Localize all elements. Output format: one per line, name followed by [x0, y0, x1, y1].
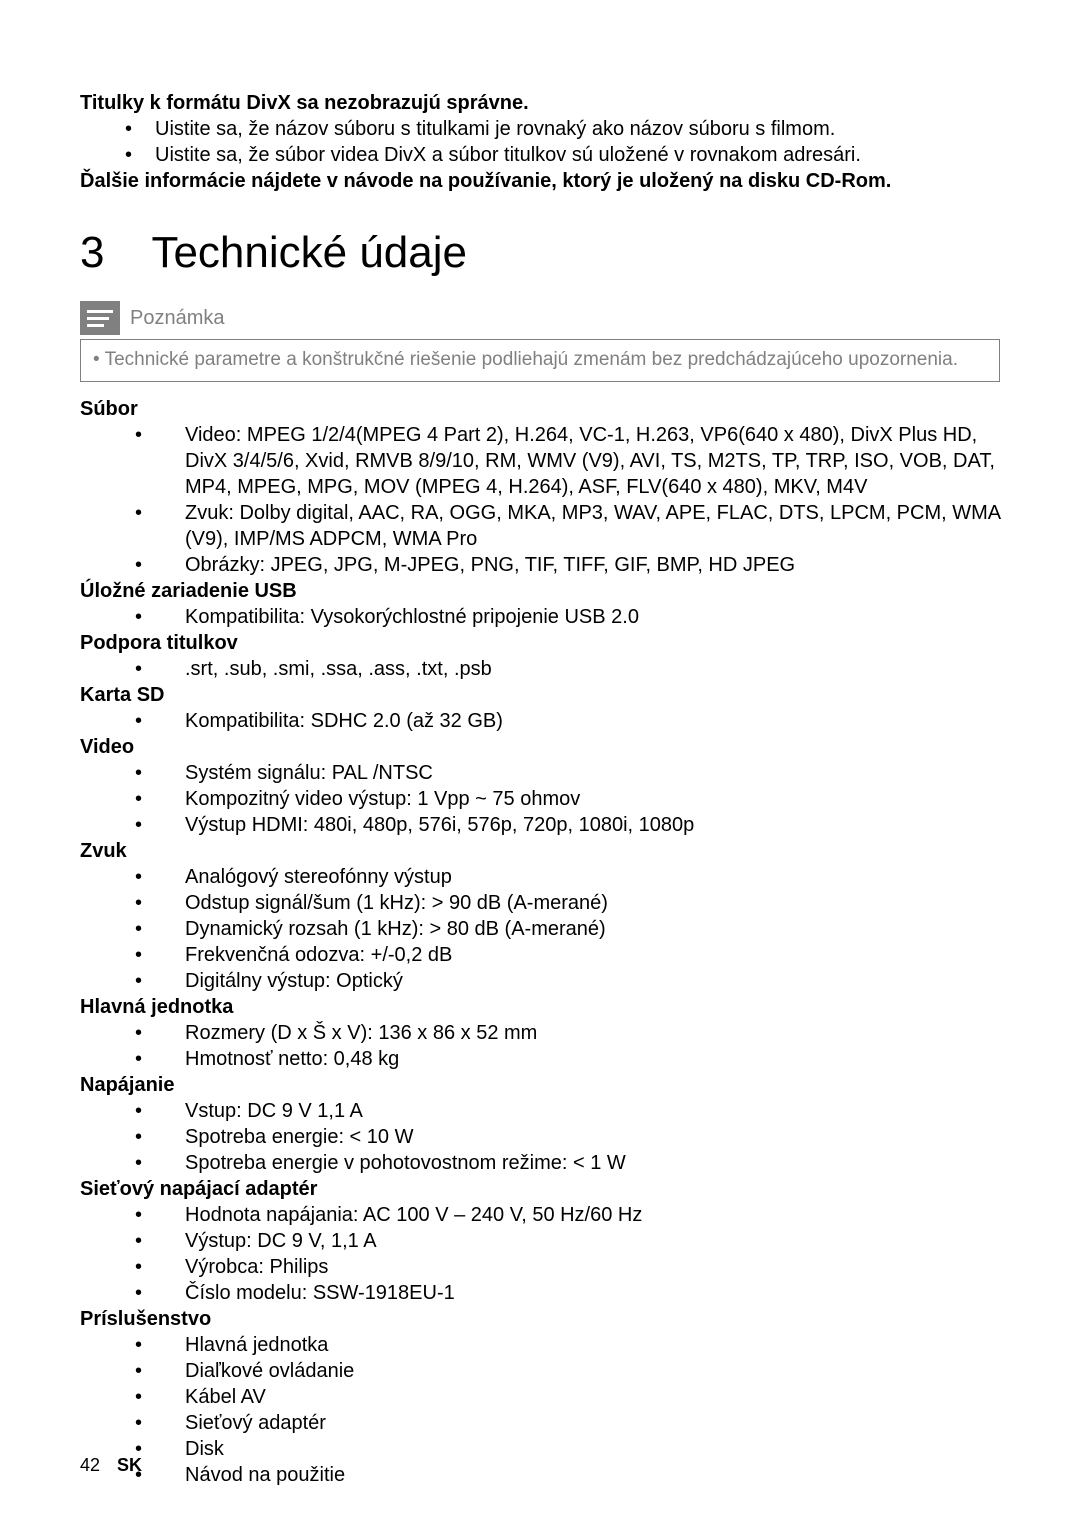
spec-item: Kompozitný video výstup: 1 Vpp ~ 75 ohmo…: [125, 786, 1000, 812]
spec-list: Vstup: DC 9 V 1,1 ASpotreba energie: < 1…: [80, 1098, 1000, 1176]
spec-heading: Príslušenstvo: [80, 1306, 1000, 1332]
intro-bullet: Uistite sa, že súbor videa DivX a súbor …: [115, 142, 1000, 168]
spec-item: Výstup HDMI: 480i, 480p, 576i, 576p, 720…: [125, 812, 1000, 838]
spec-heading: Sieťový napájací adaptér: [80, 1176, 1000, 1202]
spec-heading: Zvuk: [80, 838, 1000, 864]
note-label: Poznámka: [130, 305, 225, 331]
spec-item: Odstup signál/šum (1 kHz): > 90 dB (A-me…: [125, 890, 1000, 916]
spec-item: Kompatibilita: SDHC 2.0 (až 32 GB): [125, 708, 1000, 734]
specs-container: SúborVideo: MPEG 1/2/4(MPEG 4 Part 2), H…: [80, 396, 1000, 1488]
spec-item: Hmotnosť netto: 0,48 kg: [125, 1046, 1000, 1072]
spec-item: Návod na použitie: [125, 1462, 1000, 1488]
spec-item: Číslo modelu: SSW-1918EU-1: [125, 1280, 1000, 1306]
spec-item: Systém signálu: PAL /NTSC: [125, 760, 1000, 786]
page-lang: SK: [117, 1455, 142, 1475]
spec-item: Digitálny výstup: Optický: [125, 968, 1000, 994]
spec-list: .srt, .sub, .smi, .ssa, .ass, .txt, .psb: [80, 656, 1000, 682]
spec-list: Kompatibilita: SDHC 2.0 (až 32 GB): [80, 708, 1000, 734]
spec-item: Dynamický rozsah (1 kHz): > 80 dB (A-mer…: [125, 916, 1000, 942]
spec-heading: Karta SD: [80, 682, 1000, 708]
spec-heading: Video: [80, 734, 1000, 760]
spec-item: Obrázky: JPEG, JPG, M-JPEG, PNG, TIF, TI…: [125, 552, 1000, 578]
spec-item: Hodnota napájania: AC 100 V – 240 V, 50 …: [125, 1202, 1000, 1228]
spec-item: Kábel AV: [125, 1384, 1000, 1410]
spec-list: Kompatibilita: Vysokorýchlostné pripojen…: [80, 604, 1000, 630]
intro-heading: Titulky k formátu DivX sa nezobrazujú sp…: [80, 90, 1000, 116]
intro-block: Titulky k formátu DivX sa nezobrazujú sp…: [80, 90, 1000, 194]
spec-list: Rozmery (D x Š x V): 136 x 86 x 52 mmHmo…: [80, 1020, 1000, 1072]
spec-item: Kompatibilita: Vysokorýchlostné pripojen…: [125, 604, 1000, 630]
spec-list: Video: MPEG 1/2/4(MPEG 4 Part 2), H.264,…: [80, 422, 1000, 578]
note-body: Technické parametre a konštrukčné riešen…: [80, 339, 1000, 382]
spec-heading: Podpora titulkov: [80, 630, 1000, 656]
spec-item: Výstup: DC 9 V, 1,1 A: [125, 1228, 1000, 1254]
spec-item: Výrobca: Philips: [125, 1254, 1000, 1280]
spec-item: .srt, .sub, .smi, .ssa, .ass, .txt, .psb: [125, 656, 1000, 682]
spec-heading: Napájanie: [80, 1072, 1000, 1098]
spec-item: Hlavná jednotka: [125, 1332, 1000, 1358]
spec-item: Spotreba energie: < 10 W: [125, 1124, 1000, 1150]
note-icon: [80, 301, 120, 335]
spec-list: Hodnota napájania: AC 100 V – 240 V, 50 …: [80, 1202, 1000, 1306]
spec-list: Hlavná jednotkaDiaľkové ovládanieKábel A…: [80, 1332, 1000, 1488]
spec-item: Video: MPEG 1/2/4(MPEG 4 Part 2), H.264,…: [125, 422, 1000, 500]
spec-heading: Súbor: [80, 396, 1000, 422]
note-box: Poznámka Technické parametre a konštrukč…: [80, 301, 1000, 382]
spec-item: Spotreba energie v pohotovostnom režime:…: [125, 1150, 1000, 1176]
note-header: Poznámka: [80, 301, 1000, 335]
spec-item: Rozmery (D x Š x V): 136 x 86 x 52 mm: [125, 1020, 1000, 1046]
page-number: 42: [80, 1455, 100, 1475]
spec-item: Sieťový adaptér: [125, 1410, 1000, 1436]
intro-closing: Ďalšie informácie nájdete v návode na po…: [80, 168, 1000, 194]
spec-item: Disk: [125, 1436, 1000, 1462]
section-number: 3: [80, 224, 140, 281]
spec-list: Analógový stereofónny výstupOdstup signá…: [80, 864, 1000, 994]
section-title: 3 Technické údaje: [80, 224, 1000, 281]
spec-heading: Hlavná jednotka: [80, 994, 1000, 1020]
spec-item: Vstup: DC 9 V 1,1 A: [125, 1098, 1000, 1124]
spec-item: Frekvenčná odozva: +/-0,2 dB: [125, 942, 1000, 968]
section-title-text: Technické údaje: [151, 228, 467, 277]
spec-list: Systém signálu: PAL /NTSCKompozitný vide…: [80, 760, 1000, 838]
spec-heading: Úložné zariadenie USB: [80, 578, 1000, 604]
spec-item: Diaľkové ovládanie: [125, 1358, 1000, 1384]
intro-bullet: Uistite sa, že názov súboru s titulkami …: [115, 116, 1000, 142]
page-footer: 42 SK: [80, 1454, 142, 1477]
intro-bullets: Uistite sa, že názov súboru s titulkami …: [80, 116, 1000, 168]
spec-item: Analógový stereofónny výstup: [125, 864, 1000, 890]
spec-item: Zvuk: Dolby digital, AAC, RA, OGG, MKA, …: [125, 500, 1000, 552]
